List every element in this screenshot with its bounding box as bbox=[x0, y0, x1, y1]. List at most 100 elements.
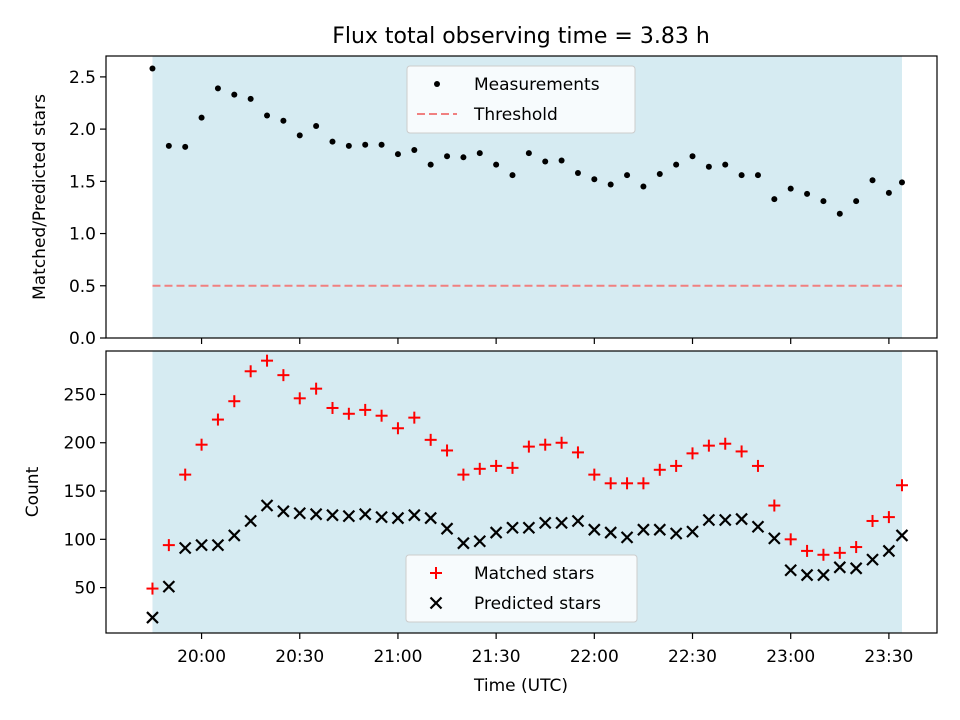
matched-point bbox=[735, 445, 748, 458]
predicted-point bbox=[506, 521, 519, 535]
predicted-point-b bbox=[211, 538, 225, 552]
measurement-point bbox=[247, 95, 254, 102]
predicted-point bbox=[473, 534, 487, 548]
measurement-point bbox=[624, 172, 631, 179]
matched-point bbox=[653, 463, 666, 476]
bottom-legend: Matched stars Predicted stars bbox=[405, 554, 638, 623]
predicted-point bbox=[358, 507, 372, 521]
predicted-point bbox=[895, 529, 909, 542]
matched-point bbox=[326, 401, 339, 414]
predicted-point-b bbox=[358, 507, 372, 521]
predicted-point bbox=[751, 520, 765, 534]
measurement-point bbox=[591, 176, 598, 183]
predicted-point bbox=[228, 529, 241, 542]
predicted-point bbox=[669, 527, 683, 540]
predicted-point bbox=[784, 563, 797, 577]
x-tick-label: 22:00 bbox=[570, 647, 619, 667]
measurement-point bbox=[542, 158, 549, 165]
measurement-point bbox=[345, 142, 352, 149]
measurement-point bbox=[885, 189, 892, 196]
predicted-point-b bbox=[506, 521, 519, 535]
bottom-panel: 50 100 150 200 250 20:00 20:30 21:00 21:30 22:00… bbox=[23, 350, 938, 696]
x-axis-label: Time (UTC) bbox=[473, 676, 568, 696]
predicted-point-b bbox=[178, 541, 192, 555]
matched-point bbox=[195, 438, 208, 451]
matched-point bbox=[342, 407, 355, 420]
predicted-point-b bbox=[686, 525, 699, 538]
predicted-point-b bbox=[293, 506, 307, 520]
measurement-point bbox=[198, 114, 205, 121]
measurement-point bbox=[362, 141, 369, 148]
predicted-point-b bbox=[637, 523, 650, 536]
measurement-point bbox=[640, 183, 647, 190]
top-y-tick-label: 2.5 bbox=[69, 68, 96, 88]
matched-point bbox=[293, 392, 306, 405]
measurement-point bbox=[231, 91, 238, 98]
predicted-point bbox=[260, 499, 274, 512]
predicted-point-b bbox=[522, 521, 536, 535]
measurement-point bbox=[574, 169, 581, 176]
predicted-point-b bbox=[718, 513, 732, 527]
matched-point bbox=[637, 477, 650, 490]
predicted-point-b bbox=[588, 523, 601, 536]
predicted-point-b bbox=[146, 611, 159, 624]
bottom-y-tick-label: 150 bbox=[64, 482, 96, 502]
predicted-point bbox=[866, 553, 879, 566]
predicted-point bbox=[195, 538, 208, 552]
matched-point bbox=[359, 403, 372, 416]
x-tick-label: 23:30 bbox=[864, 647, 913, 667]
legend-matched-plus bbox=[430, 567, 442, 579]
predicted-point-b bbox=[408, 508, 421, 522]
measurement-point bbox=[313, 122, 320, 129]
top-legend-box bbox=[406, 65, 636, 134]
legend-predicted-x bbox=[429, 596, 443, 610]
predicted-point bbox=[604, 526, 617, 539]
bottom-y-tick-label: 200 bbox=[64, 434, 96, 454]
predicted-point-b bbox=[244, 514, 257, 528]
matched-point bbox=[719, 437, 732, 450]
matched-point bbox=[686, 447, 699, 460]
matched-point bbox=[277, 369, 290, 382]
predicted-point-b bbox=[228, 529, 241, 542]
predicted-point bbox=[489, 526, 503, 539]
measurement-point bbox=[898, 179, 905, 186]
predicted-point-b bbox=[555, 516, 568, 530]
predicted-point bbox=[522, 521, 536, 535]
predicted-point-b bbox=[309, 507, 323, 521]
measurement-point bbox=[525, 150, 532, 157]
x-tick-label: 20:30 bbox=[275, 647, 324, 667]
predicted-point bbox=[293, 506, 307, 520]
measurement-point bbox=[820, 198, 827, 205]
measurement-point bbox=[493, 161, 500, 168]
top-y-tick-label: 0.5 bbox=[69, 277, 96, 297]
measurement-point bbox=[264, 112, 271, 119]
x-tick-label: 20:00 bbox=[177, 647, 226, 667]
matched-point bbox=[310, 382, 323, 395]
legend-measurements-label: Measurements bbox=[474, 75, 600, 95]
measurement-points bbox=[149, 65, 905, 217]
predicted-point bbox=[571, 514, 585, 528]
predicted-point-b bbox=[620, 531, 634, 544]
predicted-point-b bbox=[489, 526, 503, 539]
measurement-point bbox=[394, 151, 401, 158]
bottom-y-axis-label: Count bbox=[23, 466, 43, 517]
matched-point bbox=[457, 468, 470, 481]
predicted-point bbox=[800, 568, 814, 582]
measurement-point bbox=[165, 142, 172, 149]
predicted-point-b bbox=[440, 522, 454, 535]
x-tick-label: 23:00 bbox=[766, 647, 815, 667]
measurement-point bbox=[558, 157, 565, 164]
bottom-x-ticks: 20:00 20:30 21:00 21:30 22:00 22:30 23:00 23:30 bbox=[177, 633, 913, 667]
matched-point bbox=[801, 544, 814, 557]
matched-point bbox=[506, 461, 519, 474]
measurement-point bbox=[509, 172, 516, 179]
predicted-point bbox=[718, 513, 732, 527]
matched-point bbox=[391, 422, 404, 435]
chart-title: Flux total observing time = 3.83 h bbox=[332, 24, 710, 49]
measurement-point bbox=[460, 154, 467, 161]
measurement-point bbox=[754, 172, 761, 179]
top-x-ticks bbox=[200, 338, 890, 344]
matched-point bbox=[850, 541, 863, 554]
predicted-point bbox=[326, 508, 339, 522]
